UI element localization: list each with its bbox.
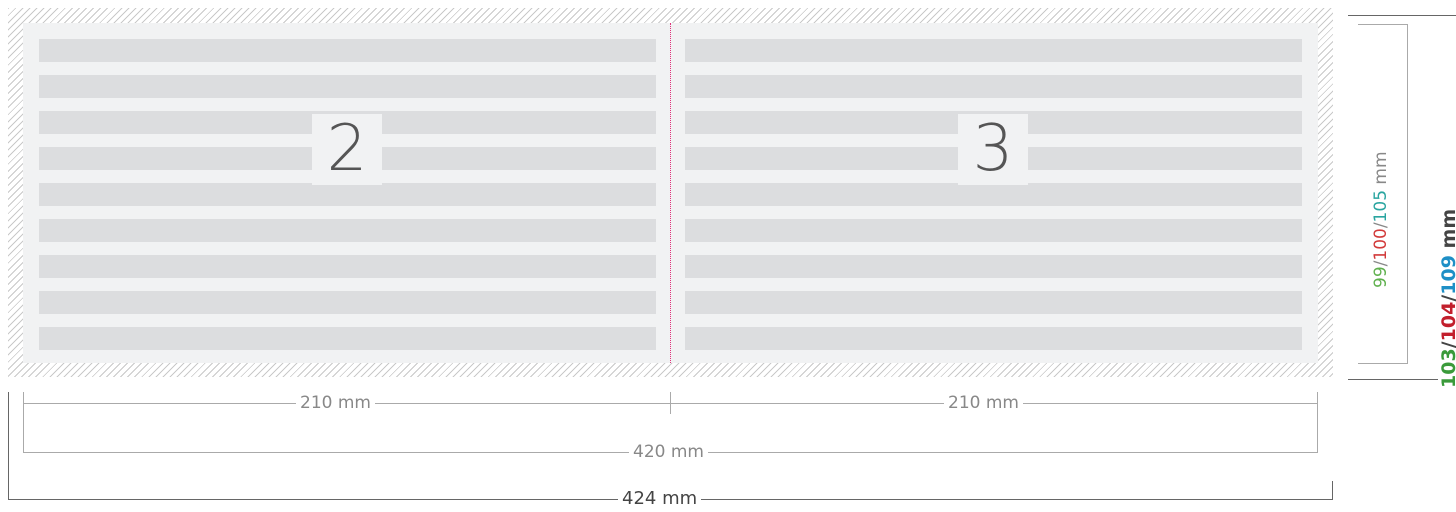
placeholder-text-line xyxy=(685,39,1302,62)
placeholder-text-line xyxy=(685,327,1302,350)
placeholder-text-line xyxy=(39,255,656,278)
dim-label-424: 424 mm xyxy=(618,489,702,509)
fold-line xyxy=(670,23,671,363)
height-outer-v1: 103 xyxy=(1438,348,1456,388)
trim-area: 2 3 xyxy=(23,23,1318,363)
dim-height-top-inner xyxy=(1358,24,1408,25)
height-outer-unit: mm xyxy=(1438,208,1456,249)
height-label-inner: 99/100/105 mm xyxy=(1371,147,1391,292)
placeholder-text-line xyxy=(685,183,1302,206)
dim-height-inner-line xyxy=(1407,24,1408,363)
dim-label-420: 420 mm xyxy=(629,442,708,462)
height-inner-v3: 105 xyxy=(1371,189,1391,223)
placeholder-text-line xyxy=(39,75,656,98)
placeholder-text-line xyxy=(685,219,1302,242)
dim-tick-right xyxy=(1317,392,1318,404)
placeholder-text-line xyxy=(39,291,656,314)
placeholder-text-line xyxy=(39,183,656,206)
height-outer-v3: 109 xyxy=(1438,255,1456,295)
placeholder-text-line xyxy=(685,75,1302,98)
dim-424-right-tick xyxy=(1332,481,1333,500)
placeholder-text-line xyxy=(39,39,656,62)
height-label-outer: 103/104/109 mm xyxy=(1438,204,1456,392)
height-inner-unit: mm xyxy=(1371,151,1391,190)
height-outer-v2: 104 xyxy=(1438,301,1456,342)
dim-label-panel-right: 210 mm xyxy=(944,393,1023,413)
dim-height-bottom-outer xyxy=(1348,379,1456,380)
height-inner-sep1: / xyxy=(1371,260,1391,267)
height-outer-sep2: / xyxy=(1438,295,1456,302)
placeholder-text-line xyxy=(39,219,656,242)
height-outer-sep1: / xyxy=(1438,341,1456,348)
placeholder-text-line xyxy=(685,291,1302,314)
dim-tick-left xyxy=(23,392,24,404)
page-number-3: 3 xyxy=(958,114,1028,185)
bleed-area: 2 3 xyxy=(8,8,1333,377)
height-inner-sep2: / xyxy=(1371,222,1391,229)
dim-height-bottom-inner xyxy=(1358,363,1408,364)
placeholder-text-line xyxy=(39,327,656,350)
dim-420-left-tick xyxy=(23,404,24,453)
page-number-2: 2 xyxy=(312,114,382,185)
dim-label-panel-left: 210 mm xyxy=(296,393,375,413)
dim-height-top-outer xyxy=(1348,15,1456,16)
height-inner-v1: 99 xyxy=(1371,266,1391,288)
dim-420-right-tick xyxy=(1317,404,1318,453)
dim-line-panels xyxy=(23,403,1317,404)
height-inner-v2: 100 xyxy=(1371,228,1391,261)
dim-424-left-tick xyxy=(8,392,9,500)
placeholder-text-line xyxy=(685,255,1302,278)
